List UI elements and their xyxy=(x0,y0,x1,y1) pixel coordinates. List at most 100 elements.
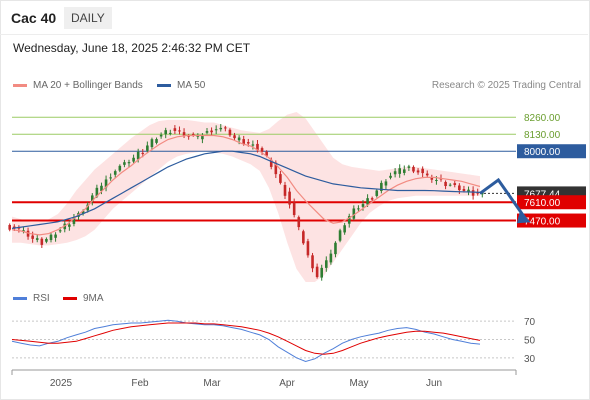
candle-body xyxy=(412,166,415,172)
x-tick-label: 2025 xyxy=(50,378,73,389)
candle-body xyxy=(380,182,383,191)
candle-body xyxy=(187,135,190,137)
x-tick-label: Feb xyxy=(131,378,149,389)
header-bar: Cac 40 DAILY xyxy=(0,0,588,35)
x-tick-label: Jun xyxy=(426,378,442,389)
candle xyxy=(338,228,342,243)
candle xyxy=(196,133,200,140)
candle xyxy=(113,169,117,178)
candle-body xyxy=(150,139,154,148)
level-tag-8130.00: 8130.00 xyxy=(524,130,561,141)
candle xyxy=(306,238,310,258)
candle-body xyxy=(201,135,204,140)
candle-body xyxy=(196,135,200,137)
level-label: 7610.00 xyxy=(524,198,561,209)
candle-body xyxy=(256,143,259,151)
candle-body xyxy=(425,173,429,176)
candle-body xyxy=(31,235,34,239)
candle xyxy=(118,164,122,173)
candle-body xyxy=(416,170,420,173)
level-tag-7610.00: 7610.00 xyxy=(517,195,586,210)
legend-swatch xyxy=(13,83,27,87)
candle-body xyxy=(146,145,149,151)
candle-body xyxy=(361,204,365,207)
bollinger-band-area xyxy=(12,112,480,282)
candle xyxy=(384,179,388,190)
x-tick-label: Apr xyxy=(279,378,295,389)
candle-body xyxy=(90,195,94,202)
x-tick-label: May xyxy=(350,378,369,389)
candle-body xyxy=(224,127,227,129)
candle xyxy=(201,133,204,144)
candle-body xyxy=(302,231,305,244)
candle-body xyxy=(49,234,53,241)
candle xyxy=(334,241,337,258)
candle-body xyxy=(329,253,333,263)
candle-body xyxy=(159,134,163,137)
candle xyxy=(72,214,76,227)
period-button[interactable]: DAILY xyxy=(64,7,112,29)
candle xyxy=(210,127,213,136)
candle xyxy=(214,125,218,135)
legend-item-rsi: RSI xyxy=(13,293,50,304)
candle-body xyxy=(347,216,351,224)
candle-body xyxy=(458,185,461,191)
candle xyxy=(393,168,397,178)
candle xyxy=(164,127,168,139)
candle xyxy=(45,237,48,244)
candle xyxy=(159,132,163,139)
candle-body xyxy=(182,132,186,136)
candle xyxy=(375,188,379,198)
candle-body xyxy=(173,128,177,131)
candle-body xyxy=(155,139,158,143)
candle-body xyxy=(274,162,278,175)
candle xyxy=(127,159,131,168)
level-tag-7470.00: 7470.00 xyxy=(517,213,586,228)
legend-label: 9MA xyxy=(83,293,104,304)
candle xyxy=(444,180,447,190)
legend-label: MA 50 xyxy=(177,80,206,91)
candle xyxy=(191,132,195,137)
candle xyxy=(104,175,108,192)
candle-body xyxy=(260,148,264,152)
candle-body xyxy=(288,191,291,205)
candle-body xyxy=(214,129,218,131)
level-tag-8000.00: 8000.00 xyxy=(517,144,586,159)
level-tag-8260.00: 8260.00 xyxy=(524,113,561,124)
candle-body xyxy=(352,208,356,219)
candle-body xyxy=(311,255,314,269)
candle-body xyxy=(476,192,480,194)
candle xyxy=(302,229,305,245)
candle-body xyxy=(109,177,112,179)
candle-body xyxy=(334,242,337,255)
candle-body xyxy=(45,238,48,242)
candle xyxy=(389,172,392,180)
candle xyxy=(150,137,154,151)
candle xyxy=(453,180,457,188)
candle-body xyxy=(421,168,424,174)
candle-body xyxy=(444,181,447,187)
level-label: 8130.00 xyxy=(524,130,561,141)
candle-body xyxy=(357,208,360,210)
candle xyxy=(283,181,287,199)
candle-body xyxy=(324,260,328,268)
candle-body xyxy=(237,137,241,141)
candle xyxy=(49,232,53,243)
candle xyxy=(279,170,282,185)
candle-body xyxy=(297,217,301,228)
candle-body xyxy=(320,267,324,278)
candle-body xyxy=(233,135,236,139)
candle xyxy=(402,165,406,176)
candle-body xyxy=(467,189,470,193)
candle-body xyxy=(366,198,369,205)
level-tag-box xyxy=(517,195,586,210)
candle-body xyxy=(104,179,108,188)
candle-body xyxy=(430,177,434,180)
level-label: 7470.00 xyxy=(524,217,561,228)
candle xyxy=(343,222,346,235)
candle xyxy=(205,127,209,135)
candle-body xyxy=(269,159,273,167)
candle-body xyxy=(251,144,255,146)
candle xyxy=(352,205,356,221)
